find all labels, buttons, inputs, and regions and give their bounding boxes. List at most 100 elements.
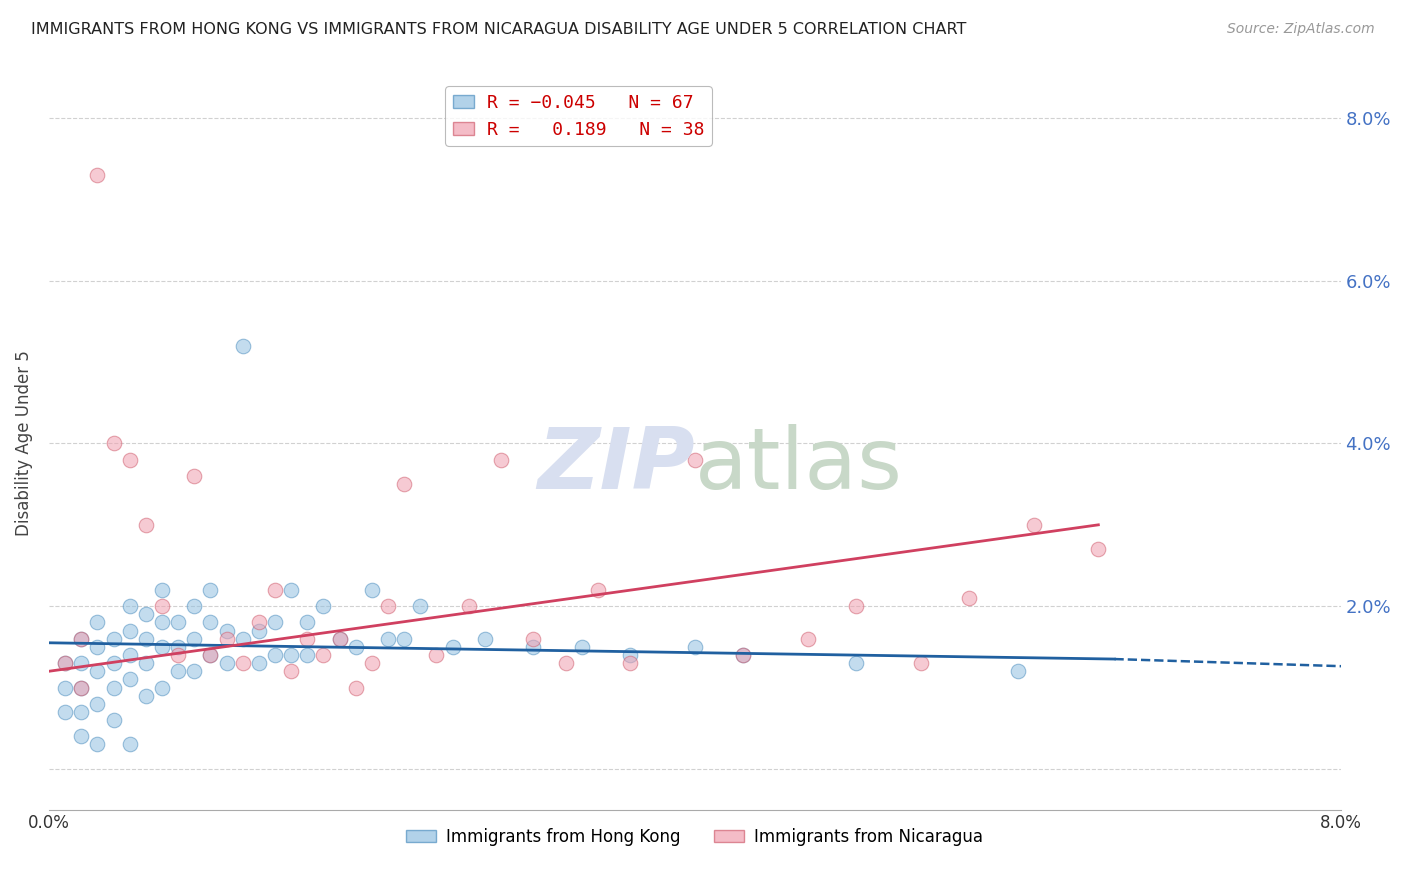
Point [329, 632, 352, 646]
Point [377, 599, 399, 614]
Point [441, 640, 464, 654]
Point [377, 632, 399, 646]
Point [167, 640, 190, 654]
Point [167, 665, 190, 679]
Point [845, 656, 868, 670]
Point [135, 689, 157, 703]
Point [150, 582, 173, 597]
Point [183, 469, 205, 483]
Point [200, 648, 222, 662]
Point [554, 656, 576, 670]
Point [183, 632, 205, 646]
Point [103, 436, 125, 450]
Point [70, 681, 93, 695]
Point [167, 615, 190, 630]
Point [118, 452, 141, 467]
Point [425, 648, 447, 662]
Point [910, 656, 932, 670]
Point [70, 681, 93, 695]
Point [457, 599, 479, 614]
Point [70, 632, 93, 646]
Point [215, 624, 238, 638]
Point [474, 632, 496, 646]
Point [329, 632, 352, 646]
Point [70, 705, 93, 719]
Point [280, 648, 302, 662]
Point [200, 615, 222, 630]
Point [297, 632, 319, 646]
Point [53, 656, 76, 670]
Point [103, 681, 125, 695]
Point [360, 582, 382, 597]
Point [118, 599, 141, 614]
Point [312, 599, 335, 614]
Point [135, 656, 157, 670]
Point [200, 648, 222, 662]
Point [247, 656, 270, 670]
Point [183, 599, 205, 614]
Point [70, 729, 93, 743]
Point [150, 599, 173, 614]
Point [86, 738, 108, 752]
Point [53, 681, 76, 695]
Point [53, 656, 76, 670]
Point [135, 517, 157, 532]
Point [232, 339, 254, 353]
Point [86, 697, 108, 711]
Point [264, 615, 287, 630]
Legend: R = −0.045   N = 67, R =   0.189   N = 38: R = −0.045 N = 67, R = 0.189 N = 38 [446, 87, 711, 146]
Point [280, 582, 302, 597]
Point [733, 648, 755, 662]
Point [215, 632, 238, 646]
Text: Source: ZipAtlas.com: Source: ZipAtlas.com [1227, 22, 1375, 37]
Point [297, 615, 319, 630]
Point [522, 632, 544, 646]
Point [70, 656, 93, 670]
Point [103, 656, 125, 670]
Point [683, 640, 706, 654]
Point [409, 599, 432, 614]
Point [392, 477, 415, 491]
Point [1022, 517, 1045, 532]
Point [280, 665, 302, 679]
Text: atlas: atlas [695, 424, 903, 507]
Point [86, 168, 108, 182]
Text: ZIP: ZIP [537, 424, 695, 507]
Point [392, 632, 415, 646]
Point [522, 640, 544, 654]
Point [135, 632, 157, 646]
Point [1007, 665, 1029, 679]
Point [797, 632, 820, 646]
Point [103, 713, 125, 727]
Text: IMMIGRANTS FROM HONG KONG VS IMMIGRANTS FROM NICARAGUA DISABILITY AGE UNDER 5 CO: IMMIGRANTS FROM HONG KONG VS IMMIGRANTS … [31, 22, 966, 37]
Point [215, 656, 238, 670]
Point [150, 640, 173, 654]
Point [619, 648, 641, 662]
Point [264, 582, 287, 597]
Point [571, 640, 593, 654]
Point [86, 615, 108, 630]
Point [86, 640, 108, 654]
Point [135, 607, 157, 622]
Point [360, 656, 382, 670]
Point [118, 673, 141, 687]
Point [232, 656, 254, 670]
Point [297, 648, 319, 662]
Point [683, 452, 706, 467]
Point [586, 582, 609, 597]
Point [118, 624, 141, 638]
Point [344, 681, 367, 695]
Point [53, 705, 76, 719]
Point [619, 656, 641, 670]
Point [1087, 542, 1109, 557]
Point [845, 599, 868, 614]
Point [150, 615, 173, 630]
Point [344, 640, 367, 654]
Point [232, 632, 254, 646]
Point [103, 632, 125, 646]
Point [118, 648, 141, 662]
Point [118, 738, 141, 752]
Point [86, 665, 108, 679]
Point [733, 648, 755, 662]
Point [200, 582, 222, 597]
